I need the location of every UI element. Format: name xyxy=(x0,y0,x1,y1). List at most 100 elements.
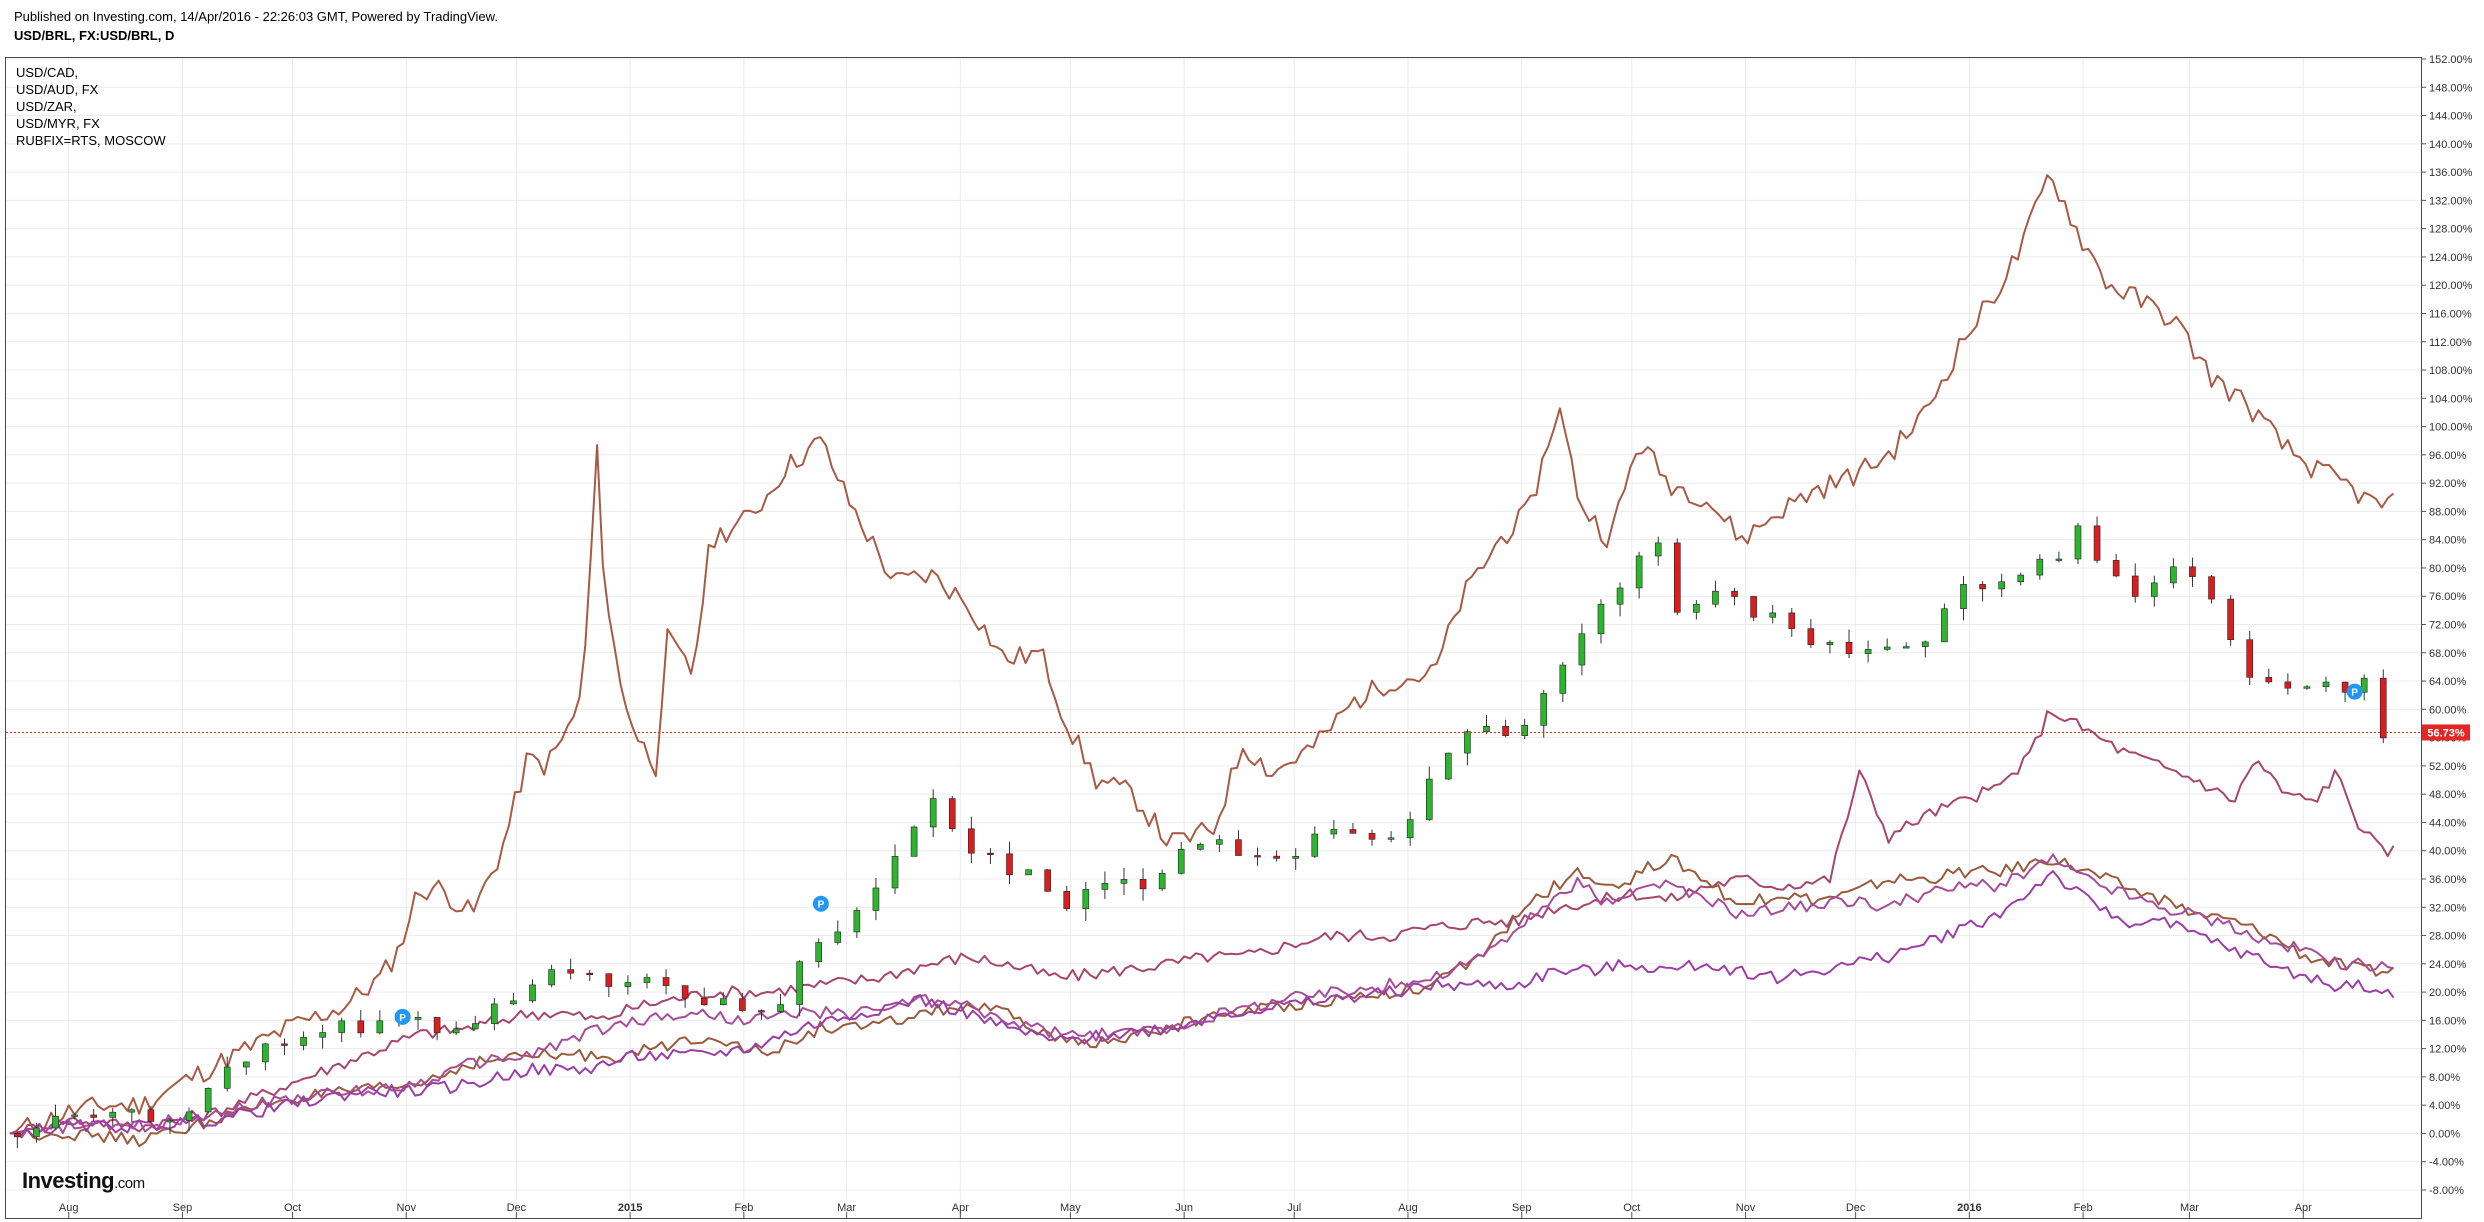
y-axis: 152.00% 148.00% 144.00% 140.00% 136.00% 132.0… xyxy=(2421,54,2473,1197)
candle-body xyxy=(1979,584,1986,590)
x-axis: Aug Sep Oct Nov Dec 2015 Feb Mar Apr May Jun Jul Aug… xyxy=(59,1202,2312,1218)
candle-body xyxy=(1845,641,1853,654)
candle-body xyxy=(281,1043,288,1046)
candle-body xyxy=(1902,646,1910,649)
series-line xyxy=(9,870,2395,1138)
candle-body xyxy=(471,1023,479,1030)
candle-body xyxy=(1158,873,1166,890)
candle-body xyxy=(14,1133,21,1138)
legend-item-usd-zar: USD/ZAR, xyxy=(16,99,77,114)
candle-body xyxy=(662,977,670,986)
y-tick-label: 72.00% xyxy=(2429,620,2467,632)
candle-body xyxy=(510,1000,517,1005)
y-tick-label: 84.00% xyxy=(2429,535,2467,547)
candle-body xyxy=(1788,612,1796,629)
candle-body xyxy=(433,1017,441,1034)
last-value-text: 56.73% xyxy=(2427,727,2465,739)
event-marker-icon[interactable]: P xyxy=(394,1008,411,1025)
symbol-title: USD/BRL, FX:USD/BRL, D xyxy=(14,28,175,43)
candle-body xyxy=(1464,731,1471,754)
candle-body xyxy=(758,1010,765,1013)
candle-body xyxy=(1082,889,1090,909)
event-marker-icon[interactable]: P xyxy=(2346,683,2363,700)
candle-body xyxy=(1216,839,1223,845)
x-tick-label: Aug xyxy=(59,1202,79,1214)
candle-body xyxy=(319,1032,326,1038)
x-tick-label: Oct xyxy=(1623,1202,1640,1214)
candle-body xyxy=(681,985,689,999)
y-tick-label: 100.00% xyxy=(2429,422,2473,434)
candle-body xyxy=(853,910,861,933)
candle-body xyxy=(2074,525,2082,560)
event-marker-icon[interactable]: P xyxy=(812,895,829,912)
candle-body xyxy=(204,1088,212,1113)
chart-header: Published on Investing.com, 14/Apr/2016 … xyxy=(14,8,498,44)
candle-body xyxy=(109,1111,117,1118)
y-tick-label: 8.00% xyxy=(2429,1072,2460,1084)
y-tick-label: 64.00% xyxy=(2429,676,2467,688)
candle-body xyxy=(452,1028,460,1034)
x-tick-label: Dec xyxy=(1846,1202,1866,1214)
candle-body xyxy=(777,1004,784,1012)
candle-body xyxy=(1960,584,1967,610)
x-tick-label: Nov xyxy=(1736,1202,1756,1214)
candle-body xyxy=(834,931,842,943)
candle-body xyxy=(548,969,555,986)
candle-body xyxy=(2284,681,2292,689)
legend-item-rubfix: RUBFIX=RTS, MOSCOW xyxy=(16,133,166,148)
y-tick-label: 136.00% xyxy=(2429,167,2473,179)
candle-body xyxy=(624,982,632,987)
x-tick-label: Sep xyxy=(173,1202,193,1214)
y-tick-label: 108.00% xyxy=(2429,365,2473,377)
y-tick-label: 24.00% xyxy=(2429,959,2467,971)
series-line xyxy=(9,174,2395,1135)
candle-body xyxy=(2379,677,2387,739)
logo-suffix-text: .com xyxy=(114,1175,145,1192)
candle-body xyxy=(52,1116,59,1129)
x-tick-label: Mar xyxy=(2180,1202,2199,1214)
x-tick-label: Dec xyxy=(507,1202,527,1214)
candle-body xyxy=(1425,778,1433,820)
candle-body xyxy=(1006,853,1013,876)
candle-body xyxy=(1922,641,1929,647)
legend-item-usd-aud: USD/AUD, FX xyxy=(16,82,99,97)
candle-body xyxy=(1998,581,2005,590)
y-tick-label: 16.00% xyxy=(2429,1015,2467,1027)
candle-body xyxy=(1177,849,1185,874)
event-marker-circle xyxy=(2346,683,2363,700)
candle-body xyxy=(2055,558,2063,561)
event-marker-label: P xyxy=(818,900,825,911)
candle-body xyxy=(1483,726,1490,732)
y-tick-label: 60.00% xyxy=(2429,704,2467,716)
candle-body xyxy=(1578,633,1586,666)
y-tick-label: 68.00% xyxy=(2429,648,2467,660)
candle-body xyxy=(1311,833,1319,857)
candle-body xyxy=(1731,590,1738,597)
y-tick-label: 140.00% xyxy=(2429,139,2473,151)
candle-body xyxy=(147,1109,155,1122)
candle-body xyxy=(1559,664,1567,694)
candle-body xyxy=(1616,587,1624,605)
x-tick-label: 2016 xyxy=(1957,1202,1981,1214)
candle-body xyxy=(968,828,975,854)
x-tick-label: Nov xyxy=(396,1202,416,1214)
candle-body xyxy=(1502,726,1509,736)
candle-body xyxy=(719,998,727,1006)
series-line xyxy=(9,710,2395,1137)
event-marker-circle xyxy=(812,895,829,912)
y-tick-label: 128.00% xyxy=(2429,224,2473,236)
candle-body xyxy=(2303,686,2311,689)
event-markers: P P P xyxy=(394,683,2363,1025)
candle-body xyxy=(796,961,803,1005)
series-line xyxy=(10,854,2395,1148)
candle-body xyxy=(71,1114,78,1117)
candle-body xyxy=(1349,829,1357,834)
candle-body xyxy=(1807,628,1815,645)
candle-body xyxy=(300,1036,307,1046)
y-tick-label: 132.00% xyxy=(2429,195,2473,207)
x-tick-label: Feb xyxy=(2074,1202,2093,1214)
candle-body xyxy=(2265,677,2273,683)
candle-body xyxy=(33,1127,40,1138)
candle-body xyxy=(929,798,937,828)
